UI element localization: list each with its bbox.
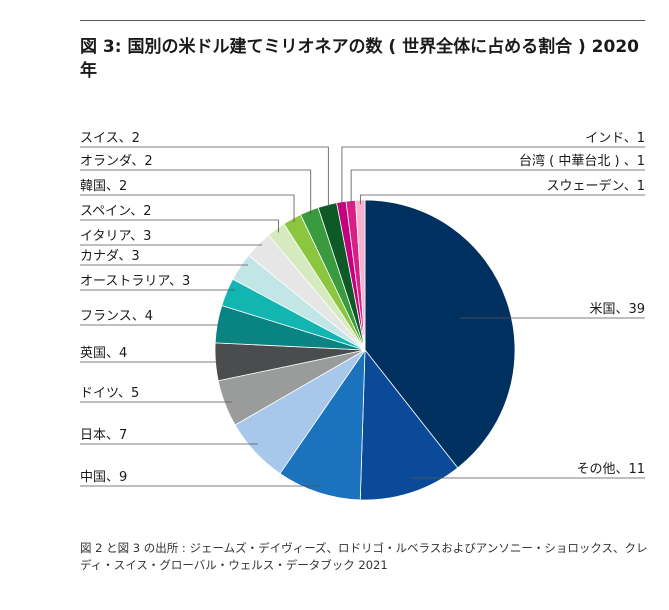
slice-label-group: 韓国、2 bbox=[80, 179, 295, 223]
slice-label: ドイツ、5 bbox=[80, 386, 139, 401]
leader-line bbox=[359, 194, 645, 205]
slice-label: 英国、4 bbox=[80, 346, 127, 361]
leader-line bbox=[341, 146, 645, 206]
slice-label: フランス、4 bbox=[80, 309, 153, 324]
slice-label: カナダ、3 bbox=[80, 249, 140, 264]
slice-label: インド、1 bbox=[585, 131, 645, 146]
slice-label-group: イタリア、3 bbox=[80, 229, 262, 246]
slice-label-group: スウェーデン、1 bbox=[359, 178, 646, 205]
slice-label-group: カナダ、3 bbox=[80, 249, 248, 266]
slice-label-group: オランダ、2 bbox=[80, 154, 312, 215]
slice-label: オーストラリア、3 bbox=[80, 274, 190, 289]
title-rule bbox=[80, 20, 645, 21]
leader-line bbox=[80, 219, 279, 233]
pie-slice bbox=[359, 348, 459, 501]
slice-label: その他、11 bbox=[576, 462, 645, 477]
slice-label: オランダ、2 bbox=[80, 154, 153, 169]
leader-line bbox=[80, 146, 329, 209]
slice-label: 台湾 ( 中華台北 ) 、1 bbox=[519, 153, 645, 169]
leader-line bbox=[80, 194, 295, 223]
slice-label-group: 中国、9 bbox=[80, 470, 320, 487]
slice-label-group: スイス、2 bbox=[80, 131, 329, 209]
leader-line bbox=[80, 169, 312, 215]
slice-label-group: オーストラリア、3 bbox=[80, 274, 235, 291]
slice-label-group: インド、1 bbox=[341, 131, 645, 206]
leader-line bbox=[350, 169, 645, 205]
slice-label: スウェーデン、1 bbox=[547, 178, 646, 194]
slice-label-group: スペイン、2 bbox=[80, 204, 279, 233]
slice-label: 中国、9 bbox=[80, 470, 127, 485]
pie-slice bbox=[364, 199, 516, 469]
slice-label-group: その他、11 bbox=[410, 462, 645, 479]
chart-title: 図 3: 国別の米ドル建てミリオネアの数 ( 世界全体に占める割合 ) 2020… bbox=[80, 37, 639, 81]
slice-label: 米国、39 bbox=[589, 302, 645, 317]
slice-label-group: 台湾 ( 中華台北 ) 、1 bbox=[350, 153, 645, 205]
slice-label: 日本、7 bbox=[80, 428, 127, 443]
slice-label-group: 日本、7 bbox=[80, 428, 258, 445]
source-note: 図 2 と図 3 の出所 : ジェームズ・デイヴィーズ、ロドリゴ・ルベラスおよび… bbox=[80, 541, 648, 572]
slice-label-group: 英国、4 bbox=[80, 346, 218, 363]
slice-label-group: 米国、39 bbox=[460, 302, 645, 319]
slice-label: イタリア、3 bbox=[80, 229, 151, 244]
pie-slice bbox=[279, 348, 366, 501]
slice-label: スイス、2 bbox=[80, 131, 140, 146]
slice-label-group: フランス、4 bbox=[80, 309, 220, 326]
slice-label: 韓国、2 bbox=[80, 179, 127, 194]
slice-label-group: ドイツ、5 bbox=[80, 386, 232, 403]
slice-label: スペイン、2 bbox=[80, 204, 152, 219]
